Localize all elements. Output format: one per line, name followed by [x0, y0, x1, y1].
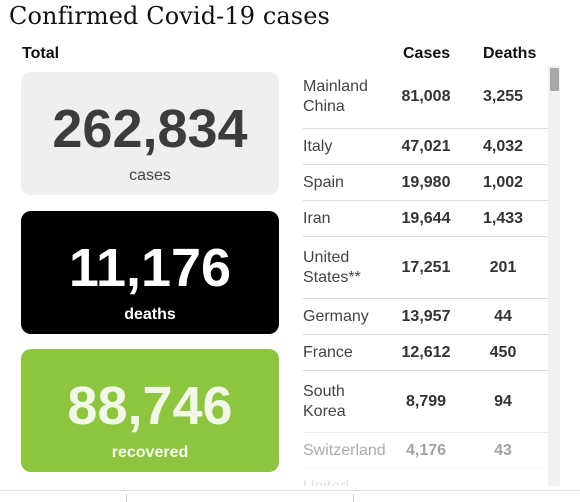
table-row: United [303, 468, 560, 486]
table-row: Spain 19,980 1,002 [303, 164, 560, 200]
country-table[interactable]: Mainland China 81,008 3,255 Italy 47,021… [303, 66, 560, 486]
cases-card-label: cases [129, 167, 171, 184]
table-row: United States** 17,251 201 [303, 236, 560, 298]
country-cases: 47,021 [401, 137, 451, 155]
country-deaths: 201 [489, 258, 517, 276]
country-name: United States** [303, 248, 361, 286]
country-cases: 19,980 [401, 173, 451, 191]
country-cases: 12,612 [401, 343, 451, 361]
country-deaths: 3,255 [482, 88, 524, 105]
cases-total-value: 262,834 [52, 99, 248, 159]
country-deaths: 450 [489, 343, 517, 361]
country-name: United [303, 477, 350, 487]
table-row: France 12,612 450 [303, 334, 560, 370]
country-cases: 13,957 [401, 307, 451, 325]
deaths-card: 11,176 deaths [21, 211, 279, 334]
country-cases: 8,799 [405, 392, 447, 410]
country-cases: 4,176 [405, 441, 447, 459]
country-name: Spain [303, 173, 344, 191]
country-name: Switzerland [303, 441, 386, 459]
country-name: France [303, 343, 353, 361]
country-name: Iran [303, 209, 331, 227]
table-scrollbar[interactable] [548, 66, 560, 486]
bottom-divider [0, 490, 580, 491]
country-name: South Korea [303, 382, 346, 420]
table-row: Mainland China 81,008 3,255 [303, 66, 560, 128]
country-deaths: 44 [494, 307, 512, 325]
country-name: Germany [303, 307, 369, 325]
country-name: Italy [303, 137, 333, 155]
country-cases: 81,008 [401, 88, 451, 105]
recovered-total-value: 88,746 [67, 376, 233, 436]
bottom-divider-tick [126, 494, 127, 502]
deaths-column-header: Deaths [483, 45, 537, 62]
table-scrollbar-thumb[interactable] [550, 68, 559, 91]
cases-column-header: Cases [403, 45, 451, 62]
country-name: Mainland China [303, 78, 368, 115]
table-row: Germany 13,957 44 [303, 298, 560, 334]
table-row: South Korea 8,799 94 [303, 370, 560, 432]
country-deaths: 1,002 [482, 173, 524, 191]
country-deaths: 94 [494, 392, 512, 410]
country-deaths: 1,433 [482, 209, 524, 227]
page-title: Confirmed Covid-19 cases [9, 2, 330, 30]
table-row: Iran 19,644 1,433 [303, 200, 560, 236]
deaths-card-label: deaths [124, 306, 176, 323]
bottom-divider-tick [353, 494, 354, 502]
country-cases: 17,251 [401, 258, 451, 276]
cases-card: 262,834 cases [21, 72, 279, 195]
country-deaths: 4,032 [482, 137, 524, 155]
country-cases: 19,644 [401, 209, 451, 227]
country-deaths: 43 [494, 441, 512, 459]
recovered-card-label: recovered [111, 444, 189, 461]
total-label: Total [22, 45, 60, 62]
deaths-total-value: 11,176 [68, 238, 232, 298]
table-row: Italy 47,021 4,032 [303, 128, 560, 164]
recovered-card: 88,746 recovered [21, 349, 279, 472]
table-row: Switzerland 4,176 43 [303, 432, 560, 468]
